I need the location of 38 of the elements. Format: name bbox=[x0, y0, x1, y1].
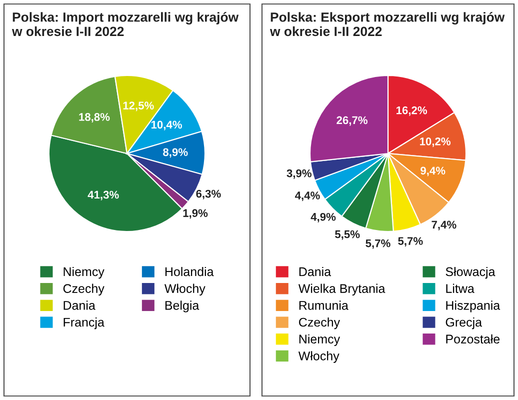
data-label: 12,5% bbox=[123, 102, 154, 112]
legend-label: Pozostałe bbox=[446, 334, 500, 344]
data-label: 4,9% bbox=[310, 212, 336, 222]
chart-title: Polska: Eksport mozzarelli wg krajów w okresie I-II 2022 bbox=[270, 12, 505, 36]
legend-label: Niemcy bbox=[64, 266, 104, 279]
legend-label: Wielka Brytania bbox=[298, 284, 386, 296]
chart-title: Polska: Import mozzarelli wg krajów w okresie I-II 2022 bbox=[12, 12, 239, 36]
data-label: 26,7% bbox=[336, 116, 368, 126]
data-label: 3,9% bbox=[286, 169, 312, 179]
data-label: 7,4% bbox=[432, 220, 456, 230]
data-label: 9,4% bbox=[420, 166, 446, 176]
data-label: 41,3% bbox=[88, 190, 119, 200]
legend-label: Holandia bbox=[165, 266, 214, 276]
data-label: 10,2% bbox=[420, 137, 451, 147]
data-label: 4,4% bbox=[294, 192, 320, 202]
data-label: 1,9% bbox=[183, 209, 208, 219]
legend-label: Niemcy bbox=[299, 334, 340, 346]
legend-label: Włochy bbox=[298, 351, 340, 363]
legend-label: Hiszpania bbox=[446, 300, 500, 312]
legend-label: Grecja bbox=[446, 318, 482, 330]
data-label: 5,5% bbox=[335, 230, 360, 240]
data-label: 10,4% bbox=[151, 120, 182, 130]
legend-label: Rumunia bbox=[299, 300, 348, 310]
data-label: 5,7% bbox=[398, 237, 423, 247]
data-label: 18,8% bbox=[79, 113, 110, 123]
legend-label: Włochy bbox=[164, 284, 206, 296]
legend-label: Dania bbox=[64, 300, 96, 310]
data-label: 5,7% bbox=[366, 239, 390, 249]
legend-label: Czechy bbox=[63, 284, 104, 296]
data-label: 6,3% bbox=[196, 190, 221, 200]
legend-label: Litwa bbox=[446, 284, 474, 293]
data-label: 16,2% bbox=[396, 106, 428, 116]
legend-label: Dania bbox=[299, 266, 332, 276]
legend-label: Belgia bbox=[165, 300, 200, 312]
legend-label: Francja bbox=[64, 318, 104, 330]
legend-label: Czechy bbox=[299, 318, 340, 330]
legend-label: Słowacja bbox=[446, 266, 496, 279]
data-label: 8,9% bbox=[163, 148, 188, 158]
